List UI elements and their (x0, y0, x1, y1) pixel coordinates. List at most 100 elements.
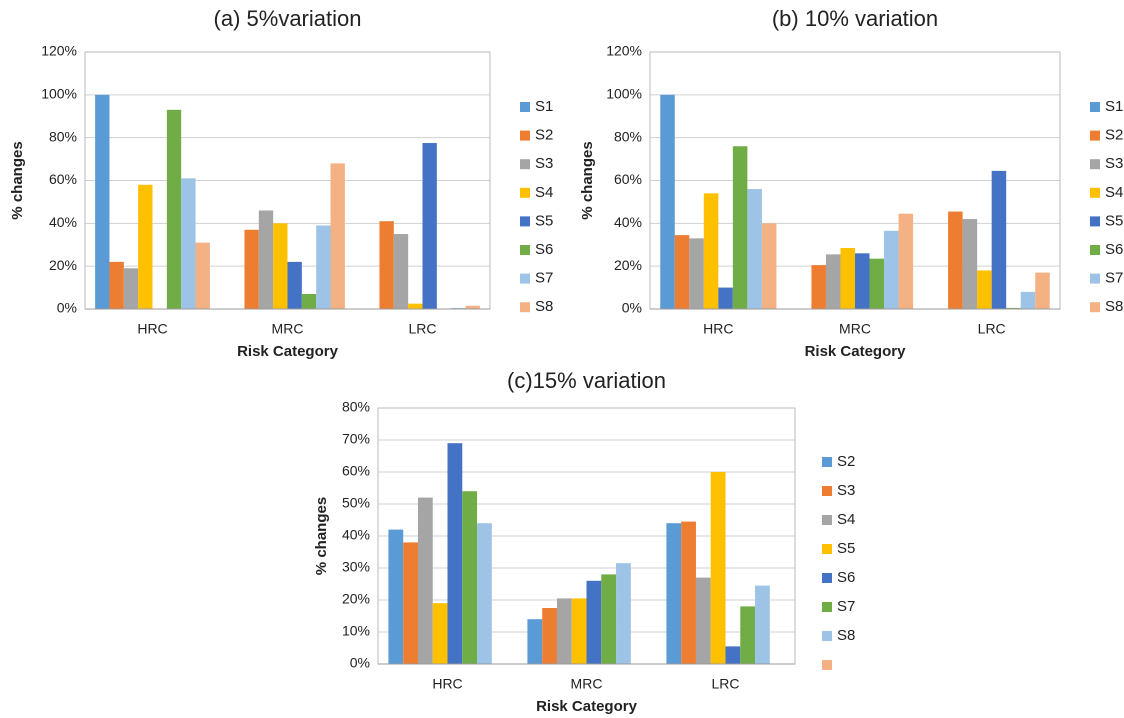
legend-swatch (1090, 159, 1100, 170)
y-tick-label: 20% (614, 257, 642, 273)
bar (403, 542, 418, 664)
legend-swatch (520, 159, 530, 170)
legend-label: S3 (837, 482, 855, 499)
legend-label: S5 (837, 540, 855, 557)
bar (447, 443, 463, 664)
bar (417, 497, 433, 664)
bar (451, 307, 466, 309)
legend-swatch (520, 102, 530, 112)
legend-label: S3 (535, 155, 553, 172)
y-tick-label: 30% (342, 559, 370, 575)
x-tick-label: MRC (839, 321, 871, 337)
bar (181, 178, 196, 309)
legend-swatch (520, 273, 530, 284)
y-tick-label: 80% (614, 128, 642, 144)
bar (811, 265, 826, 309)
legend-label: S8 (1105, 298, 1123, 315)
bar (755, 585, 770, 664)
legend-label: S6 (535, 241, 553, 258)
legend-label: S2 (837, 453, 855, 470)
legend-swatch (1090, 187, 1100, 198)
bar (542, 608, 557, 664)
bar (330, 163, 345, 309)
legend-swatch (1090, 302, 1100, 313)
bar (977, 270, 992, 309)
bar (898, 213, 914, 309)
bar (138, 184, 153, 309)
legend-swatch (1090, 245, 1100, 255)
legend-swatch (520, 216, 530, 227)
x-tick-label: MRC (272, 321, 304, 337)
bar (244, 229, 259, 309)
y-tick-label: 40% (49, 214, 77, 230)
legend-label: S1 (535, 98, 553, 115)
legend-label: S6 (1105, 241, 1123, 258)
bar (477, 523, 492, 664)
bar (740, 606, 756, 664)
bar (527, 619, 543, 664)
bar (273, 223, 288, 309)
legend-label: S2 (535, 127, 553, 144)
bar (732, 146, 748, 309)
chart-title: (a) 5%variation (214, 6, 362, 31)
x-tick-label: LRC (978, 321, 1006, 337)
legend-swatch (822, 631, 832, 641)
chart-title: (b) 10% variation (772, 6, 938, 31)
y-tick-label: 100% (41, 86, 77, 102)
bar (393, 234, 409, 309)
bar (556, 598, 572, 664)
legend-label: S3 (1105, 155, 1123, 172)
x-tick-label: LRC (408, 321, 436, 337)
bar (1020, 291, 1036, 309)
legend-label: S7 (1105, 270, 1123, 287)
y-axis-title: % changes (313, 497, 330, 575)
bar (123, 268, 139, 309)
bar (689, 238, 704, 309)
y-tick-label: 40% (342, 527, 370, 543)
y-tick-label: 50% (342, 495, 370, 511)
x-axis-title: Risk Category (536, 698, 638, 715)
bar (761, 223, 777, 309)
bar (379, 221, 394, 309)
y-tick-label: 20% (49, 257, 77, 273)
legend-swatch (520, 187, 530, 198)
bar (95, 94, 110, 309)
x-axis-title: Risk Category (805, 343, 907, 360)
bar (408, 303, 423, 309)
legend-label: S1 (1105, 98, 1123, 115)
legend-label: S5 (535, 212, 553, 229)
y-axis-title: % changes (9, 141, 26, 219)
bar (991, 170, 1007, 309)
legend-label: S5 (1105, 212, 1123, 229)
bar (287, 261, 302, 309)
legend-swatch (822, 544, 832, 554)
y-tick-label: 100% (606, 86, 642, 102)
legend-label: S4 (837, 511, 855, 528)
x-tick-label: HRC (432, 676, 462, 692)
legend-swatch (822, 486, 832, 496)
y-tick-label: 60% (342, 463, 370, 479)
legend-swatch (1090, 102, 1100, 112)
bar (258, 210, 274, 309)
bar (855, 253, 870, 309)
legend-label: S7 (837, 598, 855, 615)
legend-swatch (520, 245, 530, 255)
y-tick-label: 80% (49, 128, 77, 144)
y-tick-label: 60% (49, 171, 77, 187)
chart-title: (c)15% variation (507, 368, 666, 393)
legend-swatch (822, 602, 832, 612)
y-tick-label: 120% (41, 43, 77, 59)
bar (462, 491, 478, 664)
bar (948, 211, 963, 309)
legend-label: S4 (1105, 184, 1123, 201)
legend-label: S8 (535, 298, 553, 315)
y-tick-label: 60% (614, 171, 642, 187)
y-tick-label: 20% (342, 591, 370, 607)
bar (166, 109, 182, 309)
legend-swatch (520, 302, 530, 313)
y-tick-label: 120% (606, 43, 642, 59)
bar (422, 143, 437, 309)
bar (301, 294, 317, 309)
legend-label: S6 (837, 569, 855, 586)
